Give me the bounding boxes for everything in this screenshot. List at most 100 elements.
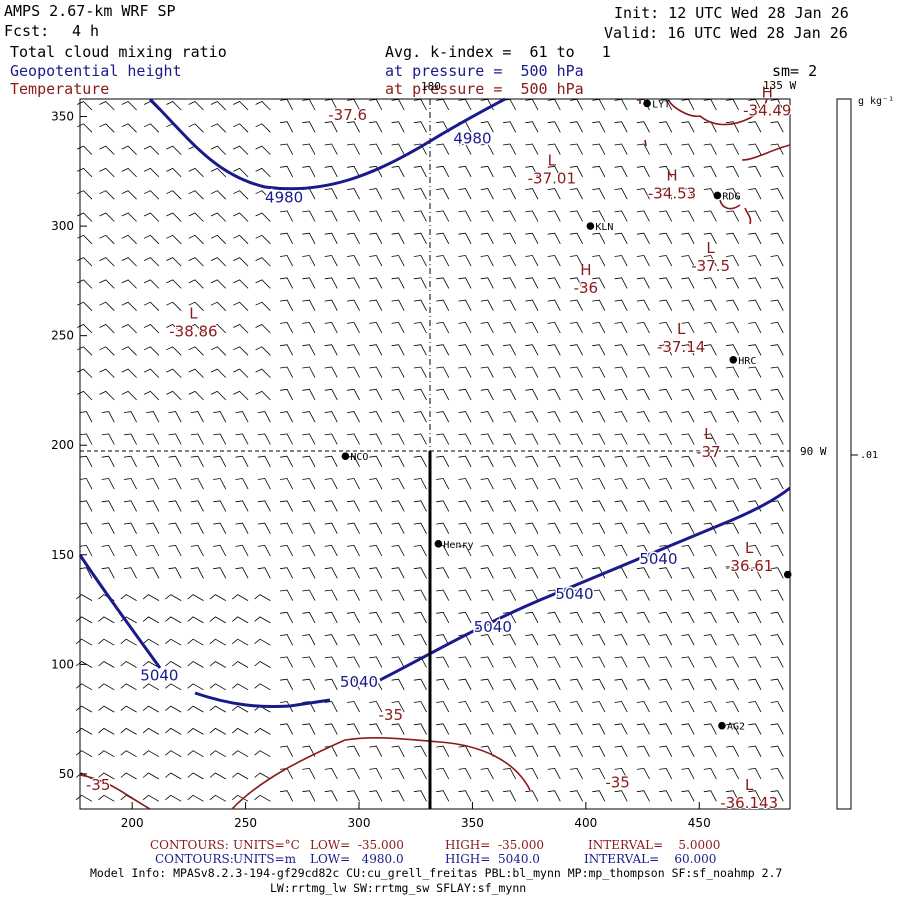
- wind-barb: [681, 411, 695, 423]
- wind-barb: [770, 232, 784, 244]
- wind-barb: [146, 544, 160, 557]
- wind-barb: [458, 188, 472, 200]
- wind-barb: [436, 455, 450, 467]
- wind-barb: [569, 767, 583, 780]
- station-label: AG2: [727, 722, 745, 733]
- wind-barb: [280, 745, 294, 757]
- wind-barb: [302, 678, 316, 690]
- wind-barb: [99, 279, 115, 289]
- wind-barb: [165, 661, 182, 668]
- wind-barb: [614, 656, 628, 668]
- height-labels: 4980 4980 5040 5040 5040 5040 5040: [139, 128, 679, 692]
- wind-barb: [614, 611, 628, 624]
- temp-center-mark: H: [762, 83, 773, 101]
- wind-barb: [592, 366, 606, 378]
- wind-barb: [123, 522, 137, 534]
- wind-barb: [436, 500, 450, 512]
- wind-barb: [547, 188, 561, 200]
- wind-barb: [210, 212, 227, 222]
- wind-barb: [369, 388, 383, 401]
- wind-barb: [168, 433, 182, 445]
- wind-barb: [413, 299, 427, 311]
- wind-barb: [369, 723, 383, 735]
- wind-barb: [726, 188, 740, 200]
- x-tick-label: 400: [574, 816, 597, 830]
- wind-barb: [525, 98, 539, 111]
- wind-barb: [748, 98, 762, 111]
- wind-barb: [681, 500, 695, 512]
- wind-barb: [257, 500, 271, 512]
- wind-barb: [436, 388, 450, 401]
- wind-barb: [146, 522, 160, 534]
- wind-barb: [302, 121, 316, 133]
- wind-barb: [569, 634, 583, 646]
- wind-barb: [703, 143, 717, 155]
- wind-barb: [592, 143, 606, 155]
- wind-barb: [703, 433, 717, 445]
- wind-barb: [255, 101, 271, 111]
- wind-barb: [324, 500, 338, 512]
- wind-barb: [458, 232, 472, 244]
- wind-barb: [659, 500, 673, 512]
- temperature-contours: [79, 98, 791, 810]
- wind-barb: [569, 723, 583, 735]
- wind-barb: [726, 611, 740, 624]
- wind-barb: [681, 433, 695, 445]
- wind-barb: [703, 210, 717, 222]
- wind-barb: [99, 346, 115, 356]
- wind-barb: [120, 727, 137, 735]
- wind-barb: [77, 167, 93, 178]
- wind-barb: [413, 433, 427, 445]
- valid-time: Valid: 16 UTC Wed 28 Jan 26: [604, 24, 848, 42]
- wind-barb: [369, 210, 383, 222]
- wind-barb: [547, 478, 561, 490]
- wind-barb: [636, 723, 650, 735]
- wind-barb: [235, 544, 249, 557]
- wind-barb: [681, 143, 695, 155]
- wind-barb: [614, 388, 628, 401]
- wind-barb: [592, 500, 606, 512]
- wind-barb: [592, 522, 606, 534]
- wind-barb: [592, 656, 606, 668]
- wind-barb: [659, 567, 673, 579]
- wind-barb: [142, 594, 160, 601]
- wind-barb: [168, 455, 182, 467]
- wind-barb: [503, 500, 517, 512]
- wind-barb: [391, 656, 405, 668]
- wind-barb: [770, 388, 784, 401]
- wind-barb: [123, 411, 137, 423]
- wind-barb: [458, 544, 472, 557]
- wind-barb: [703, 299, 717, 311]
- wind-barb: [525, 143, 539, 155]
- wind-barb: [480, 143, 494, 155]
- wind-barb: [235, 411, 249, 423]
- wind-barb: [592, 611, 606, 624]
- wind-barb: [436, 188, 450, 200]
- wind-barb: [770, 656, 784, 668]
- y-tick-label: 50: [59, 767, 74, 781]
- wind-barb: [547, 678, 561, 690]
- wind-barb: [99, 101, 115, 111]
- wind-barb: [254, 727, 271, 735]
- wind-barb: [592, 455, 606, 467]
- wind-barb: [569, 344, 583, 356]
- wind-barb: [165, 638, 182, 646]
- wind-barb: [503, 232, 517, 244]
- wind-barb: [592, 121, 606, 133]
- wind-barb: [503, 255, 517, 267]
- wind-barb: [547, 567, 561, 579]
- wind-barb: [302, 188, 316, 200]
- wind-barb: [123, 455, 137, 467]
- wind-barb: [166, 167, 182, 178]
- wind-barb: [703, 745, 717, 757]
- wind-barb: [346, 723, 360, 735]
- wind-barb: [324, 299, 338, 311]
- wind-barb: [458, 723, 472, 735]
- wind-barb: [187, 727, 204, 735]
- wind-barb: [302, 790, 316, 802]
- wind-barb: [413, 678, 427, 690]
- temperature-labels: -37.6L-37.01H-34.49H-34.53L-37.5H-36L-38…: [85, 83, 793, 812]
- wind-barb: [121, 234, 137, 245]
- wind-barb: [726, 767, 740, 780]
- station-marker: [729, 355, 738, 364]
